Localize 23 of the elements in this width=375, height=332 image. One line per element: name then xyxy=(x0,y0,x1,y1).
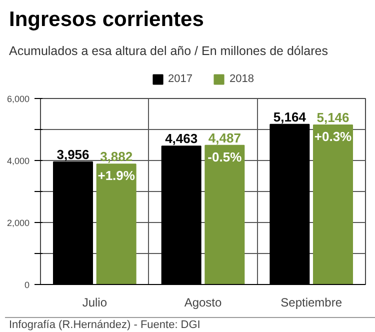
data-label: 4,487 xyxy=(208,130,241,146)
chart-title: Ingresos corrientes xyxy=(9,7,204,33)
legend-label: 2017 xyxy=(168,73,192,85)
y-tick-label: 2,000 xyxy=(6,218,30,228)
y-tick-label: 6,000 xyxy=(6,94,30,104)
y-tick-label: 0 xyxy=(24,280,30,290)
data-label: 5,164 xyxy=(273,109,307,124)
chart-subtitle: Acumulados a esa altura del año / En millones de dólares xyxy=(9,43,328,60)
annotation: +0.3% xyxy=(314,128,352,144)
x-tick-label: Septiembre xyxy=(280,296,342,310)
bar xyxy=(313,124,353,284)
bar xyxy=(204,144,245,284)
data-label: 5,146 xyxy=(316,110,350,125)
text: Infografía (R.Hernández) - Fuente: DGI xyxy=(9,318,200,332)
legend-label: 2018 xyxy=(230,73,254,85)
x-tick-label: Agosto xyxy=(184,296,222,310)
annotation: +1.9% xyxy=(98,168,136,184)
bar xyxy=(96,164,136,284)
data-label: 3,956 xyxy=(56,146,90,162)
y-tick-label: 4,000 xyxy=(6,156,30,166)
annotation: -0.5% xyxy=(208,149,242,164)
x-tick-label: Julio xyxy=(82,296,108,310)
data-label: 4,463 xyxy=(165,131,198,146)
